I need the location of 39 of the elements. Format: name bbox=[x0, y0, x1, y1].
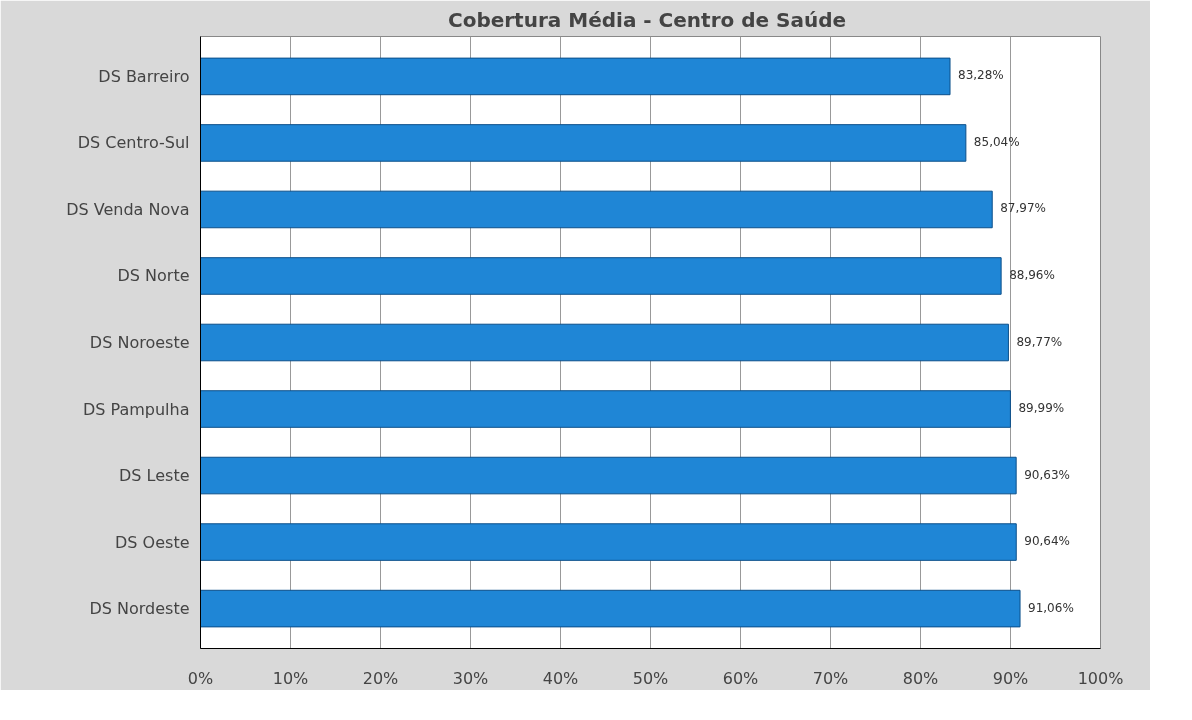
bar bbox=[200, 190, 993, 229]
y-tick-label: DS Venda Nova bbox=[66, 199, 190, 219]
y-tick-label: DS Oeste bbox=[115, 532, 190, 552]
x-tick-label: 10% bbox=[272, 668, 309, 688]
bar bbox=[200, 589, 1021, 628]
y-tick-label: DS Leste bbox=[119, 466, 190, 486]
data-label: 88,96% bbox=[1009, 267, 1055, 282]
x-tick-label: 90% bbox=[992, 668, 1029, 688]
x-tick-label: 60% bbox=[722, 668, 759, 688]
y-tick-label: DS Centro-Sul bbox=[77, 133, 190, 153]
x-tick-label: 50% bbox=[632, 668, 669, 688]
data-label: 87,97% bbox=[1000, 201, 1046, 216]
bar bbox=[200, 523, 1017, 561]
x-tick-label: 70% bbox=[812, 668, 849, 688]
data-label: 89,77% bbox=[1016, 334, 1063, 349]
x-tick-label: 0% bbox=[187, 668, 214, 688]
x-tick-label: 20% bbox=[362, 668, 399, 688]
data-label: 89,99% bbox=[1018, 401, 1065, 416]
data-label: 90,63% bbox=[1024, 467, 1070, 482]
data-label: 90,64% bbox=[1024, 534, 1071, 549]
y-tick-label: DS Noroeste bbox=[89, 333, 190, 352]
y-tick-label: DS Barreiro bbox=[98, 66, 190, 86]
data-label: 85,04% bbox=[973, 134, 1020, 149]
bar bbox=[200, 456, 1017, 495]
data-label: 91,06% bbox=[1028, 600, 1074, 615]
y-tick-label: DS Norte bbox=[117, 266, 190, 286]
x-tick-label: 100% bbox=[1077, 668, 1124, 688]
bar bbox=[200, 124, 967, 162]
x-tick-label: 30% bbox=[452, 668, 489, 688]
data-label: 83,28% bbox=[958, 68, 1004, 83]
y-tick-label: DS Nordeste bbox=[89, 599, 190, 619]
y-tick-label: DS Pampulha bbox=[82, 399, 190, 419]
bar bbox=[200, 257, 1002, 295]
bar bbox=[200, 390, 1011, 428]
x-tick-label: 80% bbox=[902, 668, 939, 688]
x-tick-label: 40% bbox=[542, 668, 579, 688]
chart-title: Cobertura Média - Centro de Saúde bbox=[447, 7, 847, 32]
bar bbox=[200, 323, 1009, 362]
bar bbox=[200, 57, 951, 96]
